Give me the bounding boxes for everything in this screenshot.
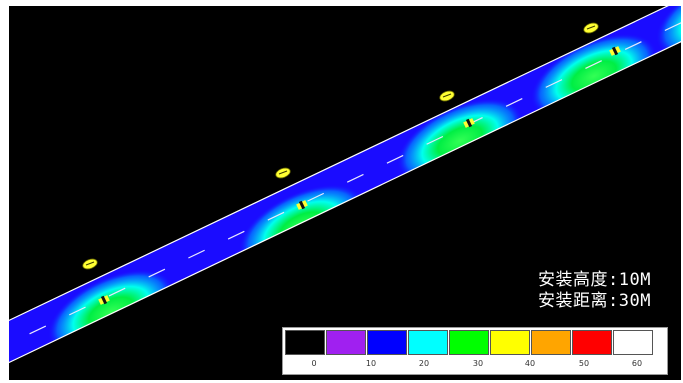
lamp-fixture-icon — [463, 118, 475, 128]
lamp-head-icon — [82, 258, 98, 270]
legend-tick-label: 10 — [365, 359, 377, 368]
legend-swatch — [613, 330, 653, 355]
road-edge-bottom — [9, 40, 681, 364]
legend-tick-label: 0 — [311, 359, 317, 368]
legend-swatch — [326, 330, 366, 355]
legend-tick-label: 40 — [524, 359, 536, 368]
legend-tick-label: 20 — [418, 359, 430, 368]
install-spacing-label: 安装距离:30M — [538, 291, 651, 311]
lamps — [82, 22, 621, 305]
legend-swatch — [367, 330, 407, 355]
legend-swatch — [449, 330, 489, 355]
legend-ticks: 0 10 20 30 40 50 60 — [283, 359, 667, 373]
legend-swatch — [531, 330, 571, 355]
color-legend: 0 10 20 30 40 50 60 — [282, 327, 668, 375]
legend-tick-label: 50 — [578, 359, 590, 368]
lamp-fixture-icon — [609, 46, 621, 56]
legend-tick-label: 60 — [631, 359, 643, 368]
lamp-fixture-icon — [296, 200, 308, 210]
legend-swatch — [490, 330, 530, 355]
light-pool — [530, 33, 658, 119]
legend-swatch — [285, 330, 325, 355]
lamp-head-icon — [583, 22, 599, 34]
road-surface — [9, 6, 681, 363]
lamp-head-icon — [439, 90, 455, 102]
lamp-head-icon — [275, 167, 291, 179]
legend-color-bar — [285, 330, 654, 355]
legend-swatch — [572, 330, 612, 355]
road-edge-top — [9, 6, 669, 322]
installation-info: 安装高度:10M 安装距离:30M — [538, 270, 651, 312]
road — [9, 6, 681, 364]
legend-swatch — [408, 330, 448, 355]
lamp-fixture-icon — [98, 295, 110, 305]
install-height-label: 安装高度:10M — [538, 270, 651, 290]
illuminance-view: 安装高度:10M 安装距离:30M — [9, 6, 681, 380]
legend-tick-label: 30 — [472, 359, 484, 368]
road-illuminance-scene — [9, 6, 681, 364]
